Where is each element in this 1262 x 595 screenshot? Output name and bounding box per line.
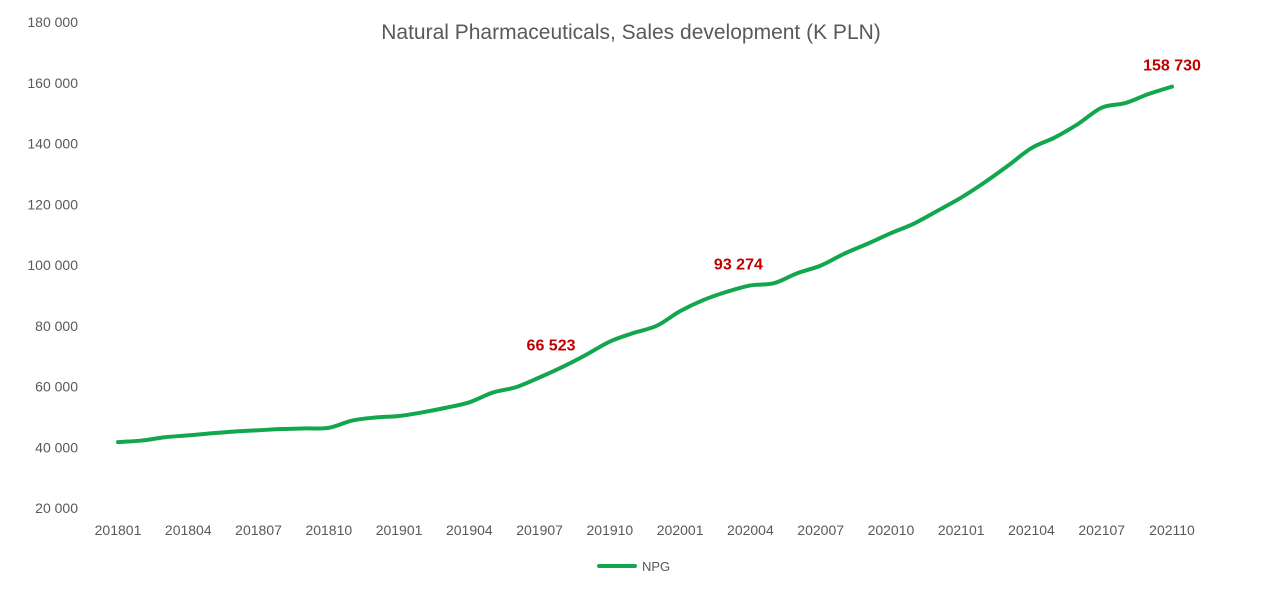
x-tick-label: 202004 [727,522,774,538]
y-tick-label: 120 000 [27,196,78,212]
y-tick-label: 180 000 [27,14,78,30]
data-label: 93 274 [714,256,763,273]
y-tick-label: 160 000 [27,75,78,91]
x-tick-label: 202104 [1008,522,1055,538]
x-tick-label: 201907 [516,522,563,538]
y-tick-label: 20 000 [35,500,78,516]
legend[interactable]: NPG [597,559,670,574]
data-label: 66 523 [527,338,576,355]
data-labels: 66 523 93 274 158 730 [527,58,1201,355]
y-tick-label: 140 000 [27,136,78,152]
x-tick-label: 201901 [376,522,423,538]
x-tick-label: 202010 [868,522,915,538]
x-tick-label: 201804 [165,522,212,538]
x-tick-label: 202007 [797,522,844,538]
y-tick-label: 40 000 [35,439,78,455]
x-tick-label: 202001 [657,522,704,538]
x-tick-label: 201904 [446,522,493,538]
y-tick-label: 80 000 [35,318,78,334]
x-tick-label: 202107 [1078,522,1125,538]
y-tick-label: 100 000 [27,257,78,273]
y-axis: 20 000 40 000 60 000 80 000 100 000 120 000 14… [27,14,78,516]
x-tick-label: 201810 [305,522,352,538]
x-tick-label: 201807 [235,522,282,538]
series-line-npg [116,84,1174,445]
x-tick-label: 201801 [95,522,142,538]
chart-title: Natural Pharmaceuticals, Sales developme… [381,21,881,44]
legend-label-npg: NPG [642,559,670,574]
x-tick-label: 202110 [1149,522,1195,538]
y-tick-label: 60 000 [35,379,78,395]
x-tick-label: 202101 [938,522,985,538]
x-tick-label: 201910 [587,522,634,538]
data-label: 158 730 [1143,58,1201,75]
x-axis: 201801 201804 201807 201810 201901 201904 2019… [95,522,1195,538]
